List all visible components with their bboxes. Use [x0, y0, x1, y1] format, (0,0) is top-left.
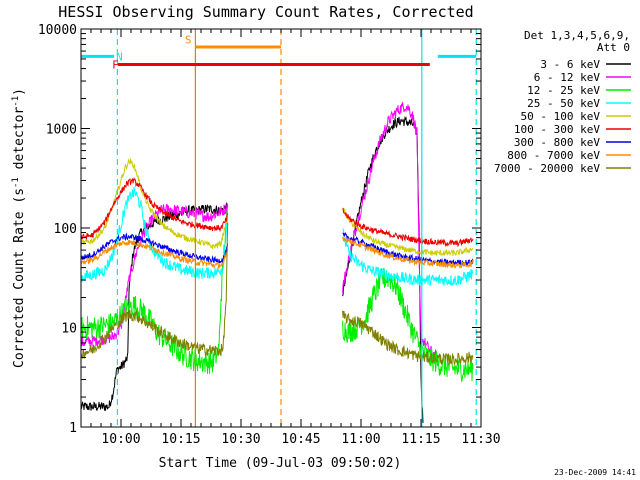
series-line-4	[80, 157, 229, 250]
series-line-4	[342, 207, 474, 256]
axis-ticks: 10:00 10:15 10:30 10:45 11:00 11:15 11:30 1 10 10…	[38, 23, 501, 447]
series-line-7	[342, 236, 474, 270]
series-line-6	[80, 232, 229, 264]
legend-header-line1: Det 1,3,4,5,6,9,	[524, 29, 630, 42]
legend-header-line2: Att 0	[597, 41, 630, 54]
legend-label-5: 100 - 300 keV	[514, 123, 600, 136]
legend-label-2: 12 - 25 keV	[527, 84, 600, 97]
x-axis-label: Start Time (09-Jul-03 09:50:02)	[159, 456, 402, 471]
series-line-1	[80, 203, 229, 347]
flag-label-s: S	[185, 34, 192, 47]
x-tick-label-5: 11:15	[401, 432, 440, 447]
footer-timestamp: 23-Dec-2009 14:41	[554, 468, 636, 477]
plot-area: NF S	[80, 29, 477, 427]
series-line-1	[342, 102, 438, 360]
y-tick-label-4: 10000	[38, 23, 77, 38]
y-tick-label-2: 100	[54, 222, 77, 237]
y-axis-label-end: )	[12, 88, 27, 96]
y-axis-label-sup1: -1	[11, 177, 21, 188]
legend-label-7: 800 - 7000 keV	[507, 149, 600, 162]
y-tick-label-0: 1	[69, 421, 77, 436]
legend-label-4: 50 - 100 keV	[521, 110, 601, 123]
legend-label-3: 25 - 50 keV	[527, 97, 600, 110]
series-line-0	[80, 202, 228, 411]
x-tick-label-3: 10:45	[281, 432, 320, 447]
y-tick-label-1: 10	[61, 322, 77, 337]
y-axis-label-main: Corrected Count Rate (s	[12, 188, 27, 368]
legend-label-1: 6 - 12 keV	[534, 71, 601, 84]
series-line-3	[80, 186, 229, 283]
series-line-5	[342, 207, 474, 248]
x-tick-label-1: 10:15	[161, 432, 200, 447]
x-tick-label-2: 10:30	[221, 432, 260, 447]
y-axis-label-sup2: -1	[11, 96, 21, 107]
series-line-3	[342, 228, 474, 287]
y-tick-label-3: 1000	[46, 123, 77, 138]
series-line-8	[80, 222, 229, 360]
series-line-0	[342, 115, 424, 423]
series-line-7	[80, 239, 229, 269]
x-tick-label-6: 11:30	[461, 432, 500, 447]
y-axis-label-mid: detector	[12, 107, 27, 178]
flag-label-n: N	[116, 50, 123, 63]
y-axis-label: Corrected Count Rate (s-1 detector-1)	[11, 88, 27, 368]
legend-label-6: 300 - 800 keV	[514, 136, 600, 149]
x-tick-label-0: 10:00	[101, 432, 140, 447]
series-line-5	[80, 177, 229, 240]
x-tick-label-4: 11:00	[341, 432, 380, 447]
flag-label-f: F	[112, 58, 119, 71]
series-line-2	[80, 209, 229, 374]
legend-label-8: 7000 - 20000 keV	[494, 162, 600, 175]
legend-label-0: 3 - 6 keV	[540, 58, 600, 71]
chart-title: HESSI Observing Summary Count Rates, Cor…	[58, 3, 473, 21]
series-line-8	[342, 310, 474, 367]
